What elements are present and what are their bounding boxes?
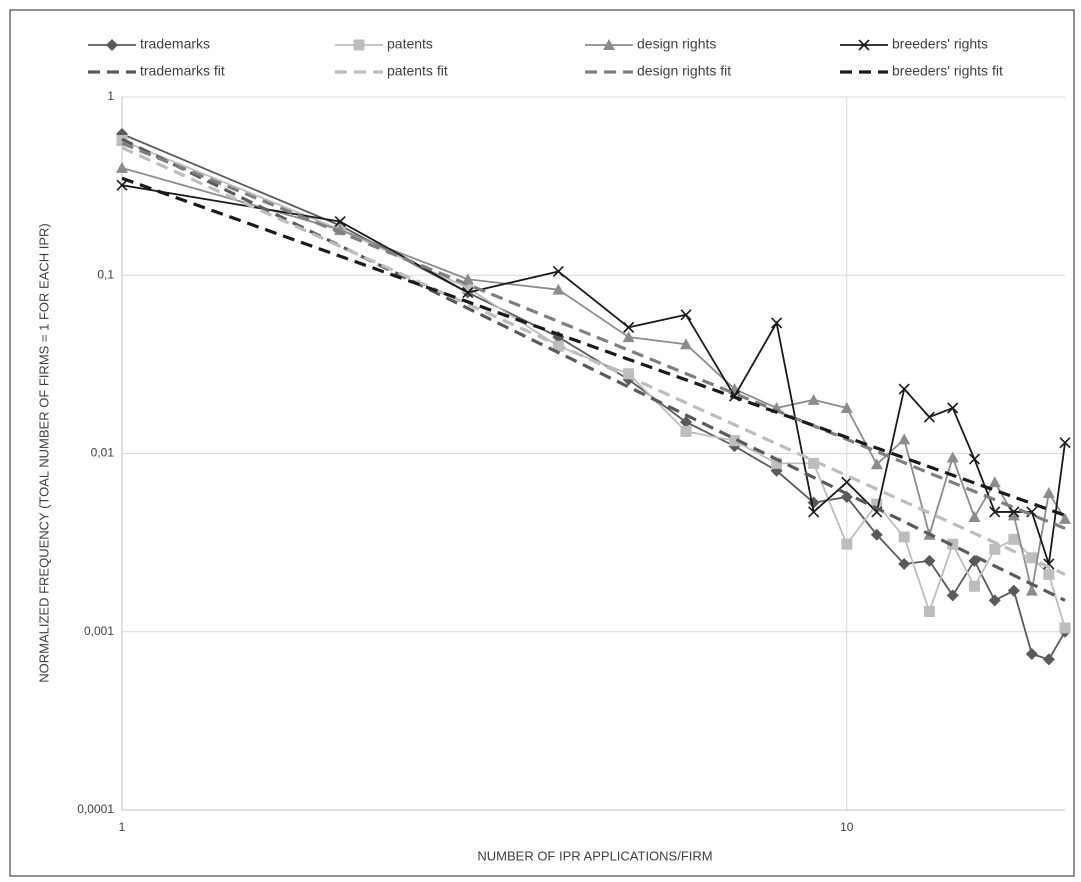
point bbox=[1007, 584, 1020, 597]
x-tick-label: 1 bbox=[119, 820, 126, 834]
point bbox=[462, 282, 474, 294]
y-tick-label: 0,001 bbox=[84, 624, 114, 638]
point bbox=[870, 528, 883, 541]
point bbox=[988, 594, 1001, 607]
point bbox=[1008, 506, 1020, 518]
point bbox=[871, 498, 883, 510]
point bbox=[1025, 584, 1038, 596]
y-axis-label: NORMALIZED FREQUENCY (TOAL NUMBER OF FIR… bbox=[36, 223, 51, 683]
fit-line bbox=[121, 137, 1066, 602]
y-tick-label: 0,01 bbox=[91, 446, 115, 460]
point bbox=[771, 457, 783, 469]
point bbox=[840, 401, 853, 413]
point bbox=[808, 506, 820, 518]
point bbox=[1042, 653, 1055, 666]
point bbox=[1008, 533, 1020, 545]
point bbox=[622, 331, 635, 343]
point bbox=[898, 383, 910, 395]
legend-label: breeders' rights fit bbox=[892, 63, 1003, 79]
point bbox=[771, 317, 783, 329]
point bbox=[988, 476, 1001, 488]
y-tick-label: 0,1 bbox=[97, 267, 114, 281]
point bbox=[841, 476, 853, 488]
point bbox=[680, 425, 692, 437]
fit-line bbox=[121, 146, 1066, 576]
point bbox=[680, 309, 692, 321]
legend-marker bbox=[858, 39, 870, 51]
legend-label: design rights fit bbox=[637, 63, 731, 79]
point bbox=[808, 457, 820, 469]
point bbox=[461, 273, 474, 285]
point bbox=[1043, 558, 1055, 570]
x-tick-label: 10 bbox=[840, 820, 854, 834]
legend-marker bbox=[603, 39, 615, 50]
legend-label: trademarks bbox=[140, 36, 210, 52]
point bbox=[923, 411, 935, 423]
point bbox=[870, 458, 883, 470]
y-tick-label: 1 bbox=[107, 89, 114, 103]
point bbox=[946, 589, 959, 602]
point bbox=[1007, 509, 1020, 521]
point bbox=[947, 538, 959, 550]
point bbox=[1042, 487, 1055, 499]
point bbox=[552, 283, 565, 295]
y-tick-label: 0,0001 bbox=[77, 802, 114, 816]
point bbox=[1059, 437, 1071, 449]
point bbox=[947, 402, 959, 414]
point bbox=[898, 531, 910, 543]
legend-marker bbox=[106, 39, 118, 51]
point bbox=[1059, 512, 1071, 524]
legend-label: trademarks fit bbox=[140, 63, 225, 79]
point bbox=[623, 368, 635, 380]
legend-marker bbox=[353, 39, 365, 51]
point bbox=[898, 557, 911, 570]
point bbox=[989, 506, 1001, 518]
point bbox=[923, 605, 935, 617]
point bbox=[552, 265, 564, 278]
point bbox=[334, 216, 346, 228]
legend-label: patents bbox=[387, 36, 433, 52]
point bbox=[680, 416, 693, 429]
point bbox=[898, 433, 911, 445]
legend-label: design rights bbox=[637, 36, 716, 52]
legend-label: patents fit bbox=[387, 63, 448, 79]
point bbox=[1043, 568, 1055, 580]
point bbox=[946, 451, 959, 463]
fit-line bbox=[121, 176, 1066, 517]
point bbox=[968, 580, 980, 592]
point bbox=[116, 179, 128, 191]
point bbox=[968, 511, 981, 523]
point bbox=[989, 543, 1001, 555]
point bbox=[462, 286, 474, 299]
point bbox=[923, 554, 936, 567]
point bbox=[1026, 506, 1038, 518]
point bbox=[729, 435, 741, 447]
chart-frame bbox=[9, 9, 1075, 877]
point bbox=[623, 321, 635, 333]
point bbox=[807, 393, 820, 405]
legend-label: breeders' rights bbox=[892, 36, 988, 52]
point bbox=[968, 453, 981, 465]
point bbox=[116, 161, 128, 173]
point bbox=[1059, 622, 1071, 634]
point bbox=[1025, 648, 1038, 661]
point bbox=[841, 538, 853, 550]
point bbox=[680, 338, 693, 350]
series-line bbox=[121, 184, 1066, 565]
x-axis-label: NUMBER OF IPR APPLICATIONS/FIRM bbox=[477, 848, 712, 863]
